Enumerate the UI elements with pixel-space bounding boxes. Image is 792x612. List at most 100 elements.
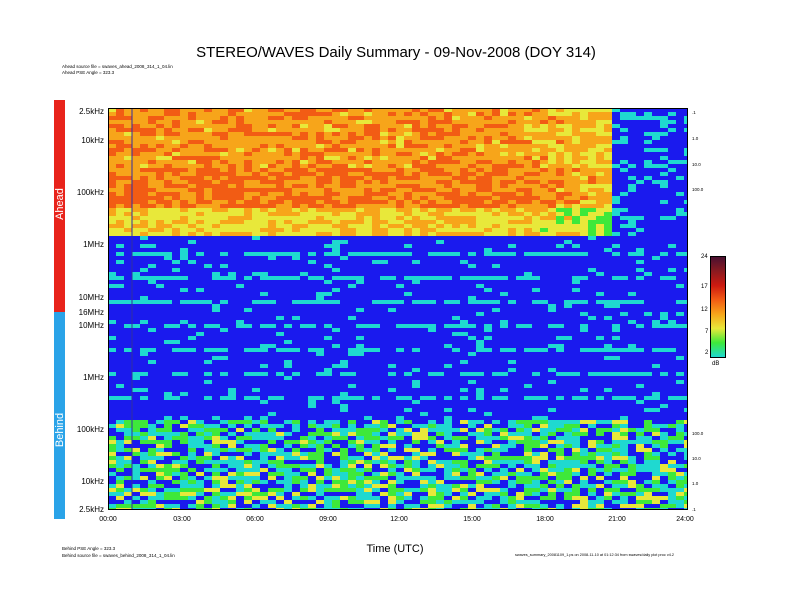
heatmap-cell bbox=[276, 204, 284, 208]
heatmap-cell bbox=[476, 120, 484, 124]
heatmap-cell bbox=[588, 424, 596, 428]
heatmap-cell bbox=[388, 252, 396, 256]
heatmap-cell bbox=[212, 152, 220, 156]
heatmap-cell bbox=[372, 148, 380, 152]
heatmap-cell bbox=[228, 456, 236, 460]
heatmap-cell bbox=[492, 140, 500, 144]
heatmap-cell bbox=[540, 168, 548, 172]
heatmap-cell bbox=[484, 120, 492, 124]
heatmap-cell bbox=[276, 348, 284, 352]
heatmap-cell bbox=[524, 216, 532, 220]
heatmap-cell bbox=[356, 500, 364, 504]
heatmap-cell bbox=[652, 408, 660, 412]
heatmap-cell bbox=[140, 232, 148, 236]
heatmap-cell bbox=[564, 156, 572, 160]
heatmap-cell bbox=[588, 124, 596, 128]
heatmap-cell bbox=[420, 232, 428, 236]
heatmap-cell bbox=[508, 348, 516, 352]
heatmap-cell bbox=[260, 152, 268, 156]
heatmap-cell bbox=[388, 504, 396, 508]
heatmap-cell bbox=[140, 140, 148, 144]
heatmap-cell bbox=[172, 372, 180, 376]
heatmap-cell bbox=[404, 112, 412, 116]
heatmap-cell bbox=[132, 164, 140, 168]
heatmap-cell bbox=[276, 488, 284, 492]
heatmap-cell bbox=[220, 116, 228, 120]
heatmap-cell bbox=[524, 348, 532, 352]
heatmap-cell bbox=[540, 484, 548, 488]
heatmap-cell bbox=[468, 468, 476, 472]
heatmap-cell bbox=[188, 324, 196, 328]
heatmap-cell bbox=[460, 212, 468, 216]
heatmap-cell bbox=[220, 208, 228, 212]
heatmap-cell bbox=[188, 488, 196, 492]
heatmap-cell bbox=[332, 160, 340, 164]
heatmap-cell bbox=[124, 196, 132, 200]
heatmap-cell bbox=[452, 220, 460, 224]
heatmap-cell bbox=[580, 456, 588, 460]
heatmap-cell bbox=[684, 432, 688, 436]
heatmap-cell bbox=[620, 468, 628, 472]
heatmap-cell bbox=[428, 148, 436, 152]
heatmap-cell bbox=[404, 420, 412, 424]
heatmap-cell bbox=[180, 372, 188, 376]
chart-title: STEREO/WAVES Daily Summary - 09-Nov-2008… bbox=[196, 44, 596, 61]
heatmap-cell bbox=[332, 220, 340, 224]
heatmap-cell bbox=[484, 136, 492, 140]
heatmap-cell bbox=[172, 432, 180, 436]
heatmap-cell bbox=[508, 120, 516, 124]
heatmap-cell bbox=[428, 200, 436, 204]
heatmap-cell bbox=[340, 128, 348, 132]
heatmap-cell bbox=[468, 476, 476, 480]
heatmap-cell bbox=[428, 152, 436, 156]
heatmap-cell bbox=[164, 232, 172, 236]
heatmap-cell bbox=[412, 164, 420, 168]
heatmap-cell bbox=[204, 396, 212, 400]
heatmap-cell bbox=[108, 440, 116, 444]
heatmap-cell bbox=[468, 132, 476, 136]
heatmap-cell bbox=[276, 116, 284, 120]
heatmap-cell bbox=[324, 264, 332, 268]
heatmap-cell bbox=[284, 152, 292, 156]
heatmap-cell bbox=[196, 224, 204, 228]
heatmap-cell bbox=[444, 152, 452, 156]
heatmap-cell bbox=[260, 424, 268, 428]
heatmap-cell bbox=[300, 436, 308, 440]
heatmap-cell bbox=[316, 300, 324, 304]
heatmap-cell bbox=[596, 108, 604, 112]
heatmap-cell bbox=[268, 172, 276, 176]
heatmap-cell bbox=[140, 488, 148, 492]
heatmap-cell bbox=[612, 428, 620, 432]
heatmap-cell bbox=[476, 132, 484, 136]
heatmap-cell bbox=[132, 196, 140, 200]
heatmap-cell bbox=[588, 140, 596, 144]
heatmap-cell bbox=[116, 144, 124, 148]
heatmap-cell bbox=[404, 504, 412, 508]
heatmap-cell bbox=[212, 500, 220, 504]
heatmap-cell bbox=[388, 180, 396, 184]
heatmap-cell bbox=[196, 220, 204, 224]
heatmap-cell bbox=[444, 396, 452, 400]
heatmap-cell bbox=[212, 220, 220, 224]
heatmap-cell bbox=[348, 464, 356, 468]
heatmap-cell bbox=[140, 200, 148, 204]
heatmap-cell bbox=[236, 224, 244, 228]
heatmap-cell bbox=[324, 116, 332, 120]
heatmap-cell bbox=[596, 216, 604, 220]
heatmap-cell bbox=[436, 188, 444, 192]
heatmap-cell bbox=[148, 128, 156, 132]
heatmap-cell bbox=[276, 468, 284, 472]
heatmap-cell bbox=[324, 216, 332, 220]
heatmap-cell bbox=[300, 232, 308, 236]
heatmap-cell bbox=[116, 124, 124, 128]
heatmap-cell bbox=[468, 264, 476, 268]
heatmap-cell bbox=[564, 336, 572, 340]
heatmap-cell bbox=[164, 160, 172, 164]
heatmap-cell bbox=[484, 252, 492, 256]
heatmap-cell bbox=[676, 472, 684, 476]
heatmap-cell bbox=[340, 132, 348, 136]
heatmap-cell bbox=[508, 252, 516, 256]
heatmap-cell bbox=[668, 324, 676, 328]
heatmap-cell bbox=[140, 196, 148, 200]
heatmap-cell bbox=[652, 444, 660, 448]
